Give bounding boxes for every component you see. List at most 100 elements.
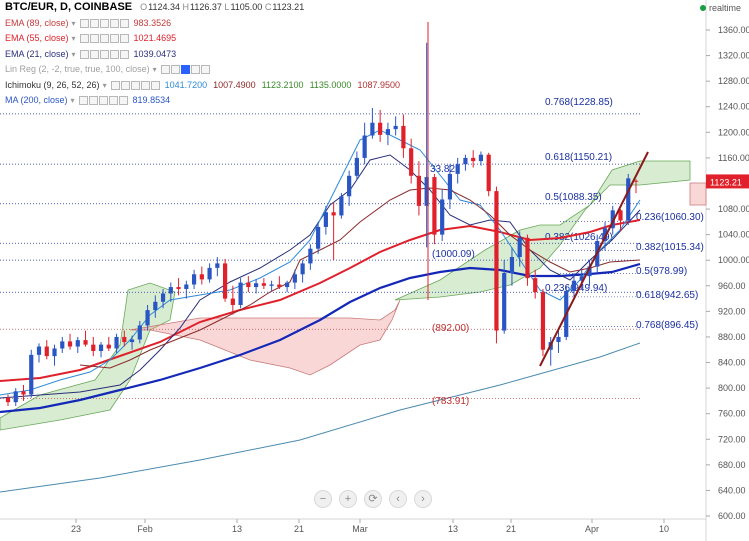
plus-icon[interactable] xyxy=(109,18,119,28)
candle-body[interactable] xyxy=(463,157,468,165)
settings-icon[interactable] xyxy=(170,65,180,75)
candle-body[interactable] xyxy=(556,336,561,343)
candle-body[interactable] xyxy=(191,274,197,285)
candle-body[interactable] xyxy=(253,283,259,288)
candle-body[interactable] xyxy=(323,212,328,227)
eye-icon[interactable] xyxy=(110,80,120,90)
candle-body[interactable] xyxy=(610,210,615,229)
candle-body[interactable] xyxy=(52,348,57,357)
candle-body[interactable] xyxy=(98,344,104,352)
candle-body[interactable] xyxy=(153,301,158,311)
caret-down-icon[interactable]: ▾ xyxy=(71,49,76,59)
candle-body[interactable] xyxy=(238,282,243,305)
candle-body[interactable] xyxy=(91,344,96,352)
candle-body[interactable] xyxy=(285,282,290,288)
candle-body[interactable] xyxy=(5,397,11,403)
candle-body[interactable] xyxy=(447,173,453,200)
candle-body[interactable] xyxy=(269,284,274,286)
candle-body[interactable] xyxy=(339,196,344,216)
candle-body[interactable] xyxy=(21,391,26,395)
candle-body[interactable] xyxy=(571,280,577,291)
settings-icon[interactable] xyxy=(89,18,99,28)
candle-body[interactable] xyxy=(393,125,398,130)
close-icon[interactable] xyxy=(119,34,129,44)
eye-icon[interactable] xyxy=(79,49,89,59)
candle-body[interactable] xyxy=(517,237,522,258)
candle-body[interactable] xyxy=(36,346,42,355)
scroll-right-button[interactable]: › xyxy=(414,490,432,508)
candle-body[interactable] xyxy=(106,344,111,349)
symbol-title[interactable]: BTC/EUR, D, COINBASE xyxy=(5,1,133,13)
candle-body[interactable] xyxy=(440,199,445,235)
close-icon[interactable] xyxy=(119,49,129,59)
candle-body[interactable] xyxy=(409,148,414,176)
plus-icon[interactable] xyxy=(140,80,150,90)
candle-body[interactable] xyxy=(222,263,228,299)
candle-body[interactable] xyxy=(199,274,204,280)
indicator-name[interactable]: EMA (89, close) xyxy=(5,17,69,28)
candle-body[interactable] xyxy=(29,354,34,395)
candle-body[interactable] xyxy=(261,283,266,286)
candle-body[interactable] xyxy=(509,257,515,273)
close-icon[interactable] xyxy=(118,96,128,106)
candle-body[interactable] xyxy=(207,267,212,280)
candle-body[interactable] xyxy=(114,336,119,349)
candle-body[interactable] xyxy=(362,135,367,158)
candle-body[interactable] xyxy=(308,248,313,264)
candle-body[interactable] xyxy=(494,191,499,331)
close-icon[interactable] xyxy=(200,65,210,75)
candle-body[interactable] xyxy=(633,180,639,182)
candle-body[interactable] xyxy=(533,278,538,293)
indicator-name[interactable]: Ichimoku (9, 26, 52, 26) xyxy=(5,79,100,90)
candle-body[interactable] xyxy=(540,292,546,350)
candle-body[interactable] xyxy=(60,341,65,349)
candle-body[interactable] xyxy=(587,266,592,277)
close-icon[interactable] xyxy=(119,18,129,28)
candle-body[interactable] xyxy=(292,274,297,283)
candle-body[interactable] xyxy=(471,157,476,162)
candle-body[interactable] xyxy=(502,273,507,331)
candle-body[interactable] xyxy=(626,178,631,221)
plus-icon[interactable] xyxy=(108,96,118,106)
trendline[interactable] xyxy=(539,151,649,367)
candle-body[interactable] xyxy=(401,125,406,149)
candle-body[interactable] xyxy=(122,336,127,343)
candle-body[interactable] xyxy=(424,177,429,206)
delete-icon[interactable] xyxy=(180,65,190,75)
delete-icon[interactable] xyxy=(98,96,108,106)
candle-body[interactable] xyxy=(378,122,383,135)
indicator-name[interactable]: EMA (55, close) xyxy=(5,33,69,43)
caret-down-icon[interactable]: ▾ xyxy=(70,96,75,105)
zoom-out-button[interactable]: − xyxy=(314,490,332,508)
candle-body[interactable] xyxy=(331,212,336,216)
eye-icon[interactable] xyxy=(79,34,89,44)
candle-body[interactable] xyxy=(129,339,135,343)
eye-icon[interactable] xyxy=(79,18,89,28)
candle-body[interactable] xyxy=(44,346,49,357)
caret-down-icon[interactable]: ▾ xyxy=(102,80,107,90)
caret-down-icon[interactable]: ▾ xyxy=(71,34,76,43)
plus-icon[interactable] xyxy=(109,34,119,44)
candle-body[interactable] xyxy=(168,287,173,294)
candle-body[interactable] xyxy=(215,263,220,268)
candle-body[interactable] xyxy=(246,282,251,288)
candle-body[interactable] xyxy=(579,276,584,281)
indicator-name[interactable]: MA (200, close) xyxy=(5,95,68,105)
candle-body[interactable] xyxy=(75,340,80,347)
candle-body[interactable] xyxy=(67,341,73,347)
candle-body[interactable] xyxy=(316,226,321,249)
candle-body[interactable] xyxy=(83,340,88,345)
plus-icon[interactable] xyxy=(190,65,200,75)
candle-body[interactable] xyxy=(370,122,375,136)
candle-body[interactable] xyxy=(184,284,189,289)
delete-icon[interactable] xyxy=(99,49,109,59)
candle-body[interactable] xyxy=(160,293,166,302)
zoom-in-button[interactable]: + xyxy=(339,490,357,508)
candle-body[interactable] xyxy=(176,287,181,289)
candle-body[interactable] xyxy=(618,210,623,221)
candle-body[interactable] xyxy=(432,177,437,235)
candle-body[interactable] xyxy=(300,263,305,275)
settings-icon[interactable] xyxy=(89,34,99,44)
eye-icon[interactable] xyxy=(160,65,170,75)
